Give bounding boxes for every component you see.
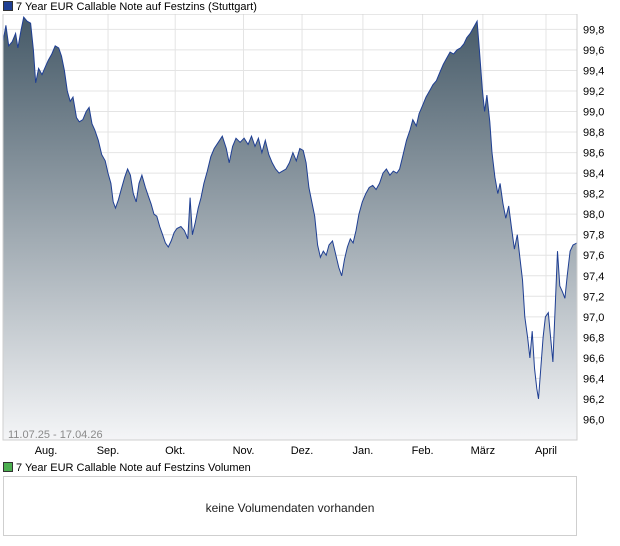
x-tick-label: Nov. xyxy=(233,445,255,457)
y-tick-label: 96,6 xyxy=(583,353,604,365)
volume-panel: keine Volumendaten vorhanden xyxy=(3,476,577,536)
y-tick-label: 96,4 xyxy=(583,373,604,385)
volume-empty-message: keine Volumendaten vorhanden xyxy=(205,501,375,515)
y-tick-label: 99,0 xyxy=(583,107,604,119)
price-chart: 99,8 99,6 99,4 99,2 99,0 98,8 98,6 98,4 98,2 98,0… xyxy=(2,14,604,457)
x-tick-label: Okt. xyxy=(165,445,185,457)
chart-frame xyxy=(2,14,578,441)
price-legend-label: 7 Year EUR Callable Note auf Festzins (S… xyxy=(16,1,257,13)
y-tick-label: 98,8 xyxy=(583,127,604,139)
price-chart-legend: 7 Year EUR Callable Note auf Festzins (S… xyxy=(3,1,257,13)
price-legend-swatch xyxy=(3,1,13,11)
y-tick-label: 97,0 xyxy=(583,312,604,324)
y-tick-label: 99,6 xyxy=(583,45,604,57)
y-tick-label: 97,8 xyxy=(583,230,604,242)
price-line xyxy=(2,15,578,399)
volume-legend-swatch xyxy=(3,462,13,472)
y-axis-ticks: 99,8 99,6 99,4 99,2 99,0 98,8 98,6 98,4 98,2 98,0… xyxy=(583,24,604,426)
volume-chart-legend: 7 Year EUR Callable Note auf Festzins Vo… xyxy=(3,462,251,474)
y-tick-label: 96,8 xyxy=(583,332,604,344)
x-tick-label: Sep. xyxy=(97,445,120,457)
y-tick-label: 96,2 xyxy=(583,394,604,406)
y-tick-label: 97,4 xyxy=(583,271,604,283)
y-tick-label: 99,8 xyxy=(583,24,604,36)
y-tick-label: 99,2 xyxy=(583,86,604,98)
y-tick-label: 98,6 xyxy=(583,148,604,160)
x-tick-label: April xyxy=(535,445,557,457)
y-tick-label: 97,2 xyxy=(583,291,604,303)
x-tick-label: Jan. xyxy=(352,445,373,457)
x-tick-label: Feb. xyxy=(412,445,434,457)
y-tick-label: 96,0 xyxy=(583,414,604,426)
x-tick-label: Aug. xyxy=(35,445,58,457)
x-axis-ticks: Aug. Sep. Okt. Nov. Dez. Jan. Feb. März April xyxy=(35,445,557,457)
y-tick-label: 98,2 xyxy=(583,189,604,201)
y-tick-label: 98,4 xyxy=(583,168,604,180)
y-tick-label: 97,6 xyxy=(583,250,604,262)
y-tick-label: 98,0 xyxy=(583,209,604,221)
x-tick-label: März xyxy=(471,445,495,457)
date-range-label: 11.07.25 - 17.04.26 xyxy=(8,429,103,441)
y-tick-label: 99,4 xyxy=(583,65,604,77)
price-area-fill xyxy=(3,17,577,440)
x-tick-label: Dez. xyxy=(291,445,314,457)
volume-legend-label: 7 Year EUR Callable Note auf Festzins Vo… xyxy=(16,462,251,474)
